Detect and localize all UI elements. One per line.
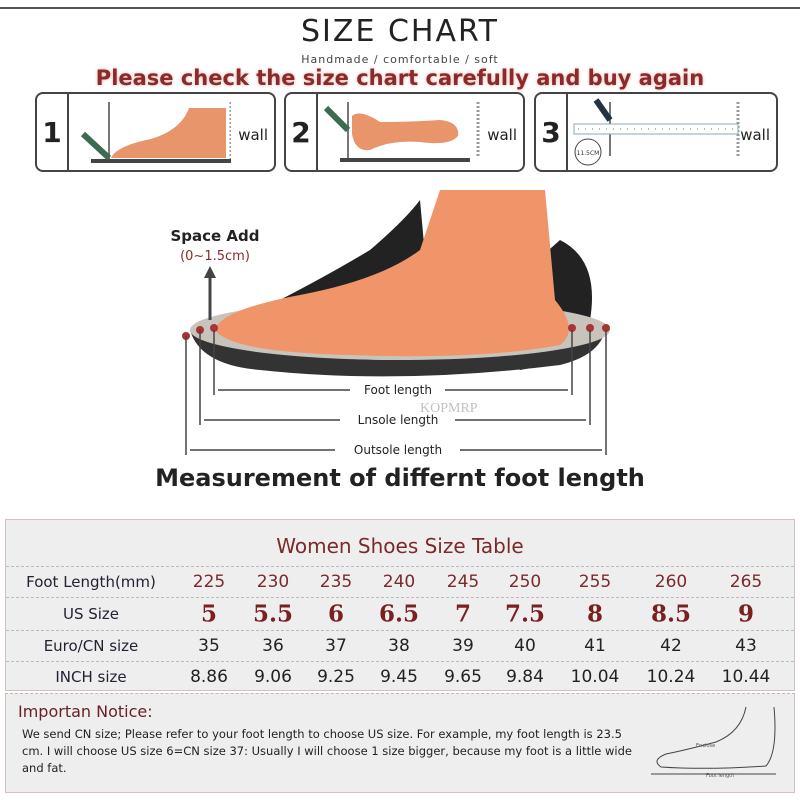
table-cell: 37	[325, 636, 347, 656]
table-cell: 36	[262, 636, 284, 656]
table-cell: 40	[514, 636, 536, 656]
table-cell: 10.24	[646, 667, 696, 687]
row-label: Foot Length(mm)	[26, 573, 156, 591]
wall-label: wall	[740, 126, 770, 144]
outsole-length-label: Outsole length	[354, 443, 442, 457]
step-1-panel: 1 wall	[35, 92, 276, 172]
table-cell: 10.04	[570, 667, 620, 687]
wall-label: wall	[238, 126, 268, 144]
foot-top-icon	[323, 102, 480, 162]
subtitle: Handmade / comfortable / soft	[301, 53, 499, 66]
step-number: 3	[536, 94, 568, 170]
space-range-label: (0~1.5cm)	[180, 249, 250, 264]
step-number: 1	[37, 94, 69, 170]
table-cell: 39	[452, 636, 474, 656]
table-row-euro-size: Euro/CN size 35 36 37 38 39 40 41 42 43	[6, 630, 794, 661]
watermark: KOPMRP	[420, 401, 478, 416]
page-title: SIZE CHART	[301, 14, 499, 49]
table-row-foot-length: Foot Length(mm) 225 230 235 240 245 250 255 260…	[6, 566, 794, 597]
notice-box: Importan Notice: We send CN size; Please…	[5, 693, 795, 793]
measurement-caption: Measurement of differnt foot length	[155, 464, 645, 492]
table-cell: 245	[446, 572, 480, 592]
table-cell: 9.84	[506, 667, 544, 687]
table-cell: 9	[737, 600, 755, 628]
row-label: INCH size	[55, 668, 127, 686]
table-cell: 235	[319, 572, 353, 592]
step-number: 2	[286, 94, 318, 170]
table-cell: 225	[192, 572, 226, 592]
table-cell: 6	[327, 600, 345, 628]
table-cell: 230	[256, 572, 290, 592]
table-cell: 8.5	[650, 600, 692, 628]
table-cell: 38	[388, 636, 410, 656]
foot-sketch-icon: Enclose Foot length	[651, 706, 776, 779]
sketch-foot-length-label: Foot length	[706, 773, 734, 779]
row-label: Euro/CN size	[43, 637, 139, 655]
top-divider	[0, 7, 800, 9]
table-cell: 6.5	[378, 600, 420, 628]
step-3-panel: 3 11.5CM wall	[534, 92, 778, 172]
table-cell: 41	[584, 636, 606, 656]
foot-side-icon	[80, 102, 231, 163]
table-row-inch-size: INCH size 8.86 9.06 9.25 9.45 9.65 9.84 10.04 1…	[6, 661, 794, 692]
table-cell: 8	[586, 600, 604, 628]
wall-label: wall	[487, 126, 517, 144]
table-cell: 43	[735, 636, 757, 656]
table-cell: 35	[198, 636, 220, 656]
table-cell: 9.45	[380, 667, 418, 687]
table-cell: 260	[654, 572, 688, 592]
row-label: US Size	[62, 605, 120, 623]
table-cell: 5	[200, 600, 218, 628]
ruler-label: 11.5CM	[577, 150, 600, 157]
table-cell: 8.86	[190, 667, 228, 687]
notice-title: Importan Notice:	[18, 702, 153, 721]
step-2-panel: 2 wall	[284, 92, 525, 172]
table-cell: 9.65	[444, 667, 482, 687]
space-add-label: Space Add	[170, 227, 259, 245]
table-cell: 5.5	[252, 600, 294, 628]
warning-text: Please check the size chart carefully an…	[95, 66, 705, 90]
table-row-us-size: US Size 5 5.5 6 6.5 7 7.5 8 8.5 9	[6, 597, 794, 630]
table-cell: 10.44	[721, 667, 771, 687]
enclose-label: Enclose	[696, 743, 715, 749]
table-cell: 9.06	[254, 667, 292, 687]
table-cell: 240	[382, 572, 416, 592]
table-cell: 255	[578, 572, 612, 592]
table-cell: 250	[508, 572, 542, 592]
table-cell: 42	[660, 636, 682, 656]
ruler-icon: 11.5CM	[573, 98, 740, 166]
notice-text: We send CN size; Please refer to your fo…	[22, 727, 633, 775]
table-cell: 7	[454, 600, 472, 628]
foot-length-label: Foot length	[364, 383, 432, 397]
insole-length-label: Lnsole length	[358, 413, 439, 427]
table-cell: 7.5	[504, 600, 546, 628]
shoe-measurement-diagram: Foot length Lnsole length Outsole length…	[170, 190, 610, 457]
table-title: Women Shoes Size Table	[276, 534, 524, 558]
table-cell: 265	[729, 572, 763, 592]
size-table: Women Shoes Size Table Foot Length(mm) 2…	[5, 519, 795, 691]
table-cell: 9.25	[317, 667, 355, 687]
